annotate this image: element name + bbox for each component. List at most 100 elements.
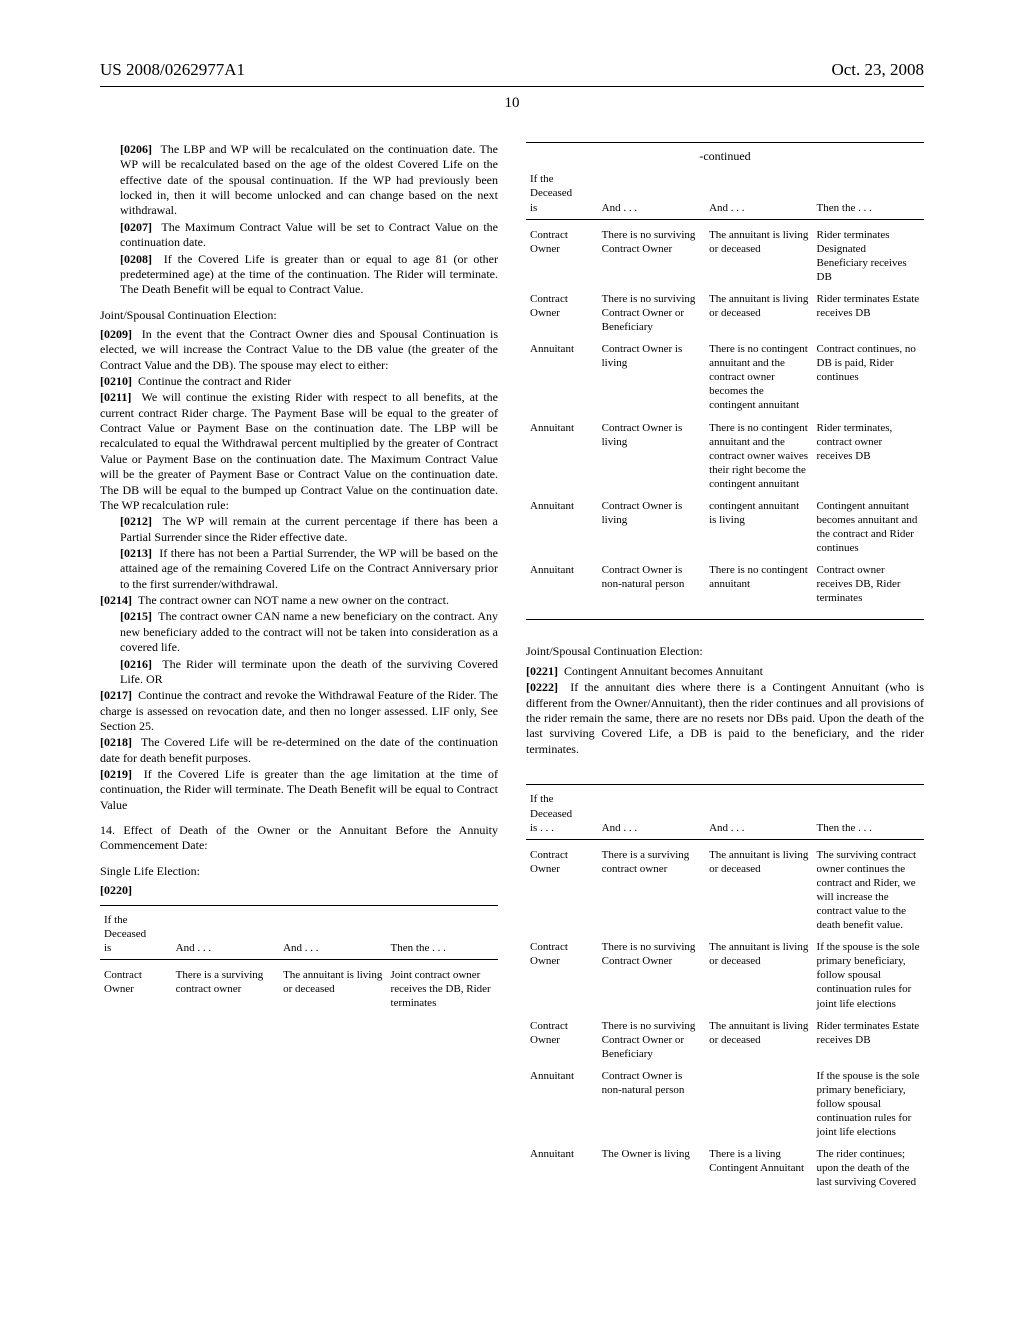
right-column: -continued If theDeceasedis And . . . An… [526, 142, 924, 1203]
table-cell: There is no contingent annuitant and the… [705, 417, 812, 495]
col-header: And . . . [705, 166, 812, 219]
para-0210: [0210] Continue the contract and Rider [100, 374, 498, 389]
left-column: [0206] The LBP and WP will be recalculat… [100, 142, 498, 1203]
table-cell: There is a living Contingent Annuitant [705, 1143, 812, 1197]
para-num: [0220] [100, 883, 132, 897]
table-cell: Contract Owner [526, 839, 598, 936]
para-text: The contract owner can NOT name a new ow… [138, 593, 449, 607]
table-cell: There is a surviving contract owner [598, 839, 705, 936]
para-num: [0209] [100, 327, 132, 341]
table-cell: Rider terminates Designated Beneficiary … [813, 219, 924, 288]
para-text: The Covered Life will be re-determined o… [100, 735, 498, 764]
para-num: [0214] [100, 593, 132, 607]
death-table-left: If theDeceasedis And . . . And . . . The… [100, 905, 498, 1019]
para-0209: [0209] In the event that the Contract Ow… [100, 327, 498, 373]
para-text: If the Covered Life is greater than or e… [120, 252, 498, 297]
table-cell: The annuitant is living or deceased [705, 219, 812, 288]
para-num: [0222] [526, 680, 558, 694]
col-header: And . . . [172, 907, 279, 960]
table-cell: Rider terminates Estate receives DB [813, 288, 924, 338]
table-cell: Contract Owner [526, 1015, 598, 1065]
death-table-joint: If theDeceasedis . . . And . . . And . .… [526, 784, 924, 1197]
para-num: [0216] [120, 657, 152, 671]
para-text: The contract owner CAN name a new benefi… [120, 609, 498, 654]
para-num: [0218] [100, 735, 132, 749]
col-header: If theDeceasedis [100, 907, 172, 960]
col-header: And . . . [279, 907, 386, 960]
table-row: AnnuitantContract Owner is livingThere i… [526, 417, 924, 495]
para-0206: [0206] The LBP and WP will be recalculat… [100, 142, 498, 219]
para-text: If the Covered Life is greater than the … [100, 767, 498, 812]
section-14-heading: 14. Effect of Death of the Owner or the … [100, 823, 498, 854]
para-num: [0213] [120, 546, 152, 560]
table-row: AnnuitantThe Owner is livingThere is a l… [526, 1143, 924, 1197]
para-0218: [0218] The Covered Life will be re-deter… [100, 735, 498, 766]
table-cell: Contract Owner [526, 288, 598, 338]
table-cell: Rider terminates Estate receives DB [813, 1015, 924, 1065]
para-0214: [0214] The contract owner can NOT name a… [100, 593, 498, 608]
para-0208: [0208] If the Covered Life is greater th… [100, 252, 498, 298]
para-0212: [0212] The WP will remain at the current… [100, 514, 498, 545]
table-row: AnnuitantContract Owner is non-natural p… [526, 1065, 924, 1143]
table-cell: The annuitant is living or deceased [705, 1015, 812, 1065]
table-cell: Joint contract owner receives the DB, Ri… [387, 960, 498, 1019]
table-cell: Contract Owner is living [598, 417, 705, 495]
table-cell: There is no contingent annuitant and the… [705, 338, 812, 416]
para-0219: [0219] If the Covered Life is greater th… [100, 767, 498, 813]
para-num: [0215] [120, 609, 152, 623]
death-table-continued: If theDeceasedis And . . . And . . . The… [526, 166, 924, 613]
table-cell: If the spouse is the sole primary benefi… [813, 1065, 924, 1143]
table-cell: Annuitant [526, 495, 598, 559]
table-cell: There is no surviving Contract Owner or … [598, 1015, 705, 1065]
table-cell: Contract owner receives DB, Rider termin… [813, 559, 924, 613]
col-header: If theDeceasedis . . . [526, 786, 598, 839]
table-cell: The rider continues; upon the death of t… [813, 1143, 924, 1197]
para-num: [0211] [100, 390, 131, 404]
para-text: We will continue the existing Rider with… [100, 390, 498, 512]
para-num: [0207] [120, 220, 152, 234]
para-text: Continue the contract and Rider [138, 374, 291, 388]
para-num: [0217] [100, 688, 132, 702]
para-0211: [0211] We will continue the existing Rid… [100, 390, 498, 513]
page-number: 10 [100, 95, 924, 112]
para-0215: [0215] The contract owner CAN name a new… [100, 609, 498, 655]
table-cell: There is no surviving Contract Owner [598, 219, 705, 288]
para-text: The WP will remain at the current percen… [120, 514, 498, 543]
table-cell: Annuitant [526, 1143, 598, 1197]
patent-number: US 2008/0262977A1 [100, 60, 245, 80]
table-body: Contract OwnerThere is a surviving contr… [526, 839, 924, 1197]
para-num: [0212] [120, 514, 152, 528]
table-row: Contract OwnerThere is no surviving Cont… [526, 288, 924, 338]
table-cell: There is no contingent annuitant [705, 559, 812, 613]
table-cell: Rider terminates, contract owner receive… [813, 417, 924, 495]
para-num: [0221] [526, 664, 558, 678]
table-cell: Annuitant [526, 559, 598, 613]
para-0220: [0220] [100, 883, 498, 898]
table-cell: contingent annuitant is living [705, 495, 812, 559]
para-num: [0210] [100, 374, 132, 388]
para-num: [0206] [120, 142, 152, 156]
section-heading: Joint/Spousal Continuation Election: [526, 644, 924, 659]
section-heading: Joint/Spousal Continuation Election: [100, 308, 498, 323]
table-cell: Contract Owner is living [598, 338, 705, 416]
col-header: Then the . . . [813, 786, 924, 839]
table-cell: The annuitant is living or deceased [705, 288, 812, 338]
para-text: If the annuitant dies where there is a C… [526, 680, 924, 755]
table-cell [705, 1065, 812, 1143]
single-life-heading: Single Life Election: [100, 864, 498, 879]
para-text: Continue the contract and revoke the Wit… [100, 688, 498, 733]
col-header: Then the . . . [813, 166, 924, 219]
table-row: AnnuitantContract Owner is livingconting… [526, 495, 924, 559]
table-cell: Contract Owner [526, 219, 598, 288]
para-0222: [0222] If the annuitant dies where there… [526, 680, 924, 757]
table-cell: The annuitant is living or deceased [279, 960, 386, 1019]
para-0221: [0221] Contingent Annuitant becomes Annu… [526, 664, 924, 679]
table-cell: The annuitant is living or deceased [705, 936, 812, 1014]
table-row: AnnuitantContract Owner is livingThere i… [526, 338, 924, 416]
table-cell: Contingent annuitant becomes annuitant a… [813, 495, 924, 559]
col-header: And . . . [598, 166, 705, 219]
table-cell: Contract Owner [100, 960, 172, 1019]
table-cell: Annuitant [526, 1065, 598, 1143]
para-text: The Rider will terminate upon the death … [120, 657, 498, 686]
para-num: [0219] [100, 767, 132, 781]
